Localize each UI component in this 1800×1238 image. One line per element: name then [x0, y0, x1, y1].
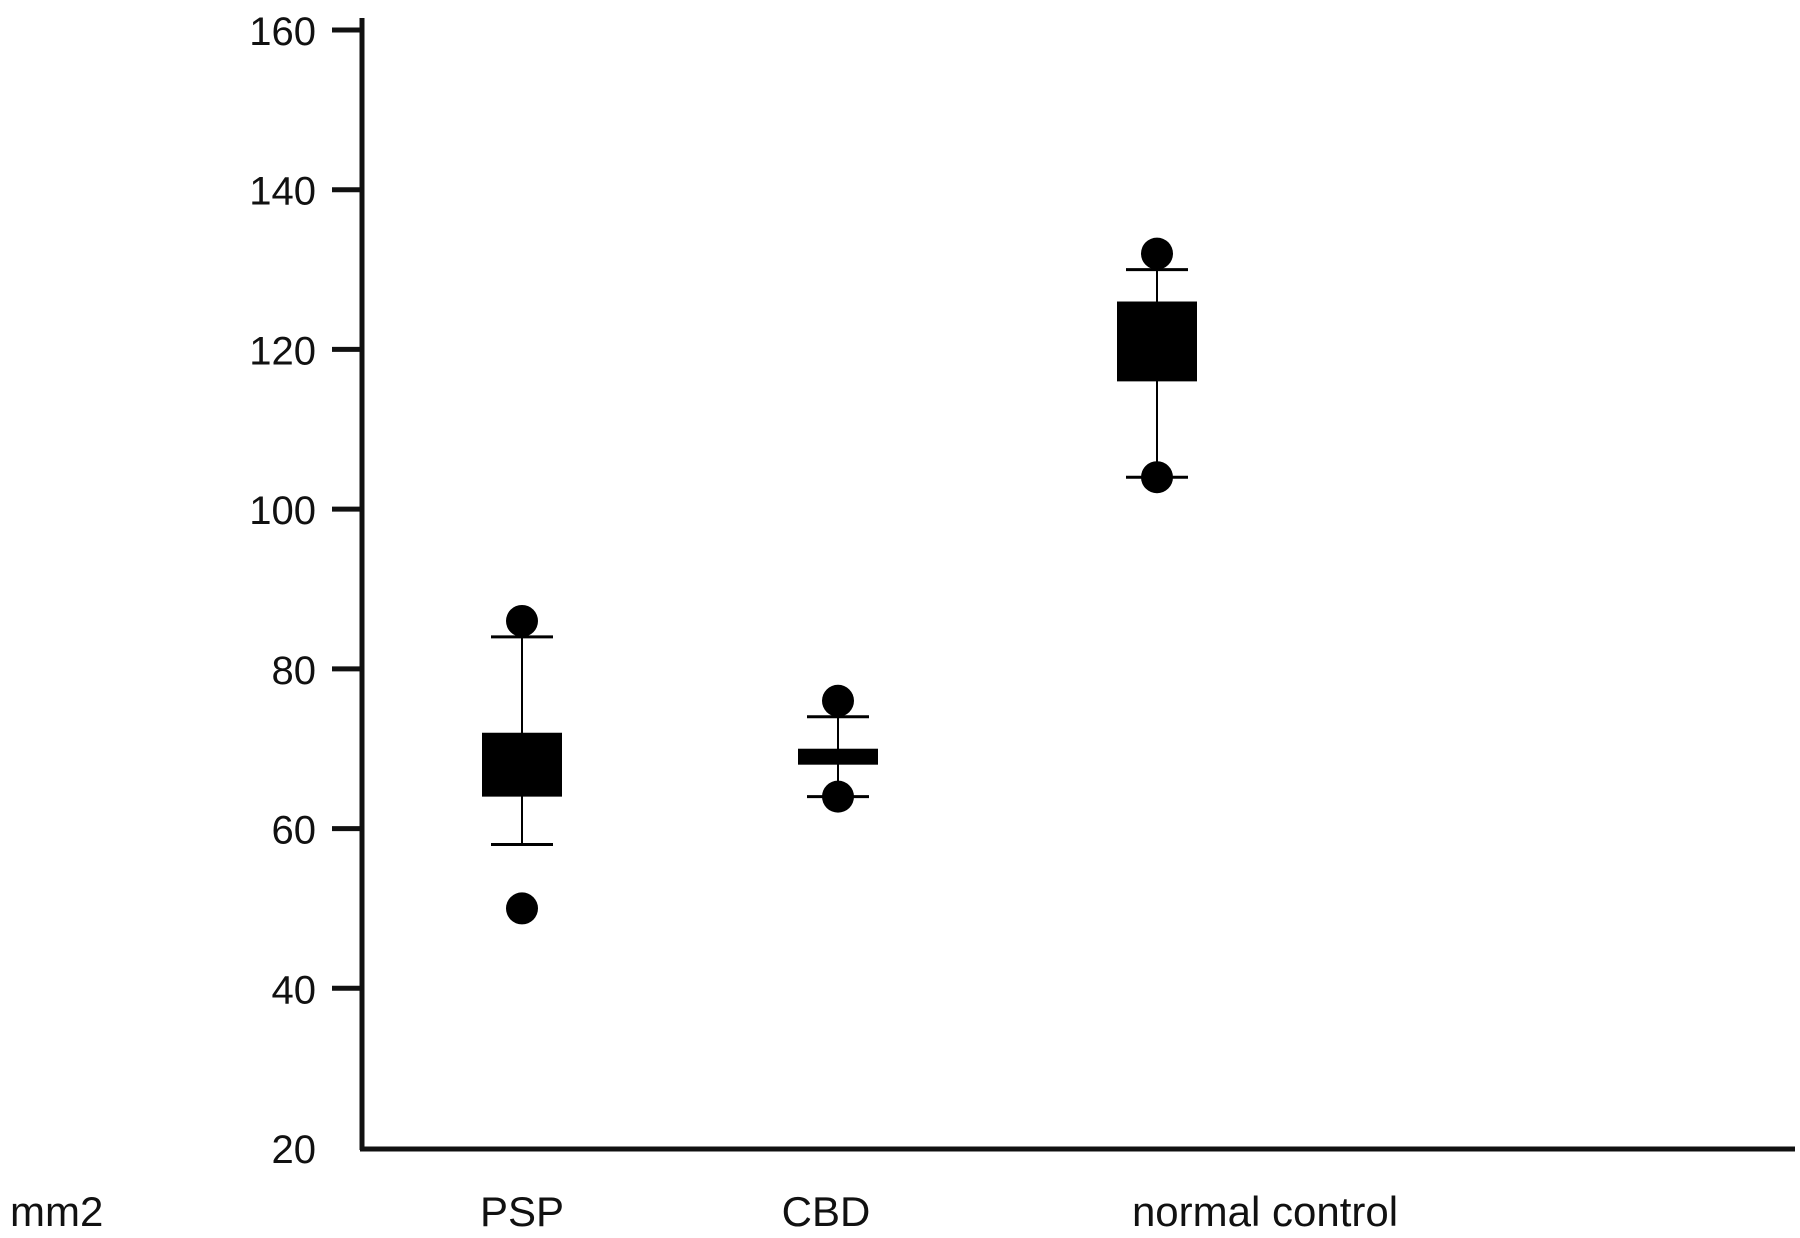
y-axis-unit-label: mm2: [10, 1188, 103, 1235]
box-iqr: [482, 732, 562, 797]
outlier-point: [822, 780, 854, 813]
category-label: normal control: [1132, 1188, 1398, 1235]
y-tick-label: 100: [249, 489, 316, 533]
y-tick-label: 40: [272, 968, 317, 1012]
y-tick-label: 60: [272, 809, 317, 853]
outlier-point: [506, 604, 538, 637]
outlier-point: [822, 684, 854, 717]
y-tick-label: 140: [249, 170, 316, 214]
outlier-point: [506, 892, 538, 925]
box-group: [482, 604, 562, 925]
y-tick-label: 80: [272, 649, 317, 693]
box-series: [482, 237, 1197, 925]
box-iqr: [798, 748, 878, 765]
y-tick-label: 20: [272, 1128, 317, 1172]
outlier-point: [1141, 461, 1173, 494]
y-axis-ticks: 20 40 60 80 100 120 140 160: [249, 10, 362, 1172]
outlier-point: [1141, 237, 1173, 270]
y-tick-label: 120: [249, 329, 316, 373]
category-label: CBD: [782, 1188, 871, 1235]
category-label: PSP: [480, 1188, 564, 1235]
box-group: [1117, 237, 1197, 494]
y-tick-label: 160: [249, 10, 316, 54]
x-axis-category-labels: PSP CBD normal control: [480, 1188, 1398, 1235]
box-group: [798, 684, 878, 813]
box-iqr: [1117, 301, 1197, 382]
